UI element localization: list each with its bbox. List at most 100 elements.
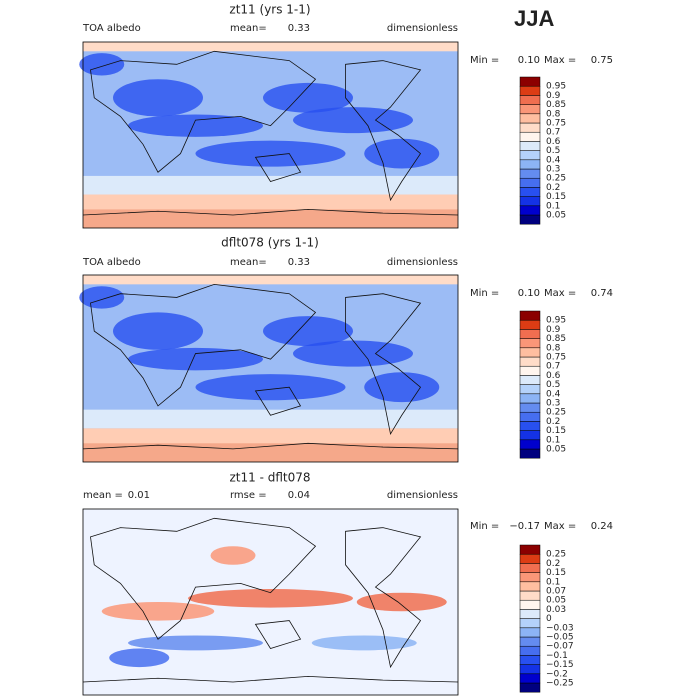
panel-title: dflt078 (yrs 1-1) bbox=[221, 236, 319, 250]
low-albedo-region bbox=[364, 372, 440, 403]
season-label: JJA bbox=[514, 6, 554, 31]
colorbar-box bbox=[519, 448, 541, 459]
colorbar-box bbox=[519, 645, 541, 656]
colorbar-label: 0.07 bbox=[546, 587, 566, 597]
panel-title: zt11 - dflt078 bbox=[229, 471, 310, 485]
stat-label: rmse = bbox=[230, 490, 267, 501]
max-value: 0.74 bbox=[591, 288, 613, 299]
colorbar-label: 0.25 bbox=[546, 174, 566, 184]
colorbar-box bbox=[519, 609, 541, 619]
antarctic-band bbox=[83, 443, 458, 462]
difference-region bbox=[356, 592, 447, 612]
colorbar-label: 0.15 bbox=[546, 568, 566, 578]
difference-region bbox=[109, 648, 170, 668]
colorbar-box bbox=[519, 159, 541, 170]
map bbox=[79, 41, 459, 229]
colorbar-box bbox=[519, 76, 541, 87]
colorbar-box bbox=[519, 319, 541, 330]
colorbar-label: −0.07 bbox=[546, 642, 574, 652]
map bbox=[79, 274, 459, 463]
colorbar-box bbox=[519, 421, 541, 431]
colorbar-box bbox=[519, 338, 541, 349]
colorbar-box bbox=[519, 439, 541, 450]
colorbar-box bbox=[519, 581, 541, 592]
coastline bbox=[254, 153, 302, 182]
min-label: Min = bbox=[470, 288, 499, 299]
variable-label: TOA albedo bbox=[82, 23, 141, 34]
min-label: Min = bbox=[470, 55, 499, 66]
min-label: Min = bbox=[470, 521, 499, 532]
antarctic-band bbox=[83, 209, 458, 228]
colorbar-label: −0.15 bbox=[546, 660, 574, 670]
stat-value: 0.33 bbox=[288, 257, 310, 268]
coastline bbox=[254, 386, 302, 416]
colorbar-box bbox=[519, 365, 541, 376]
colorbar-box bbox=[519, 673, 541, 684]
colorbar-label: 0.4 bbox=[546, 155, 561, 165]
min-value: −0.17 bbox=[509, 521, 540, 532]
max-label: Max = bbox=[544, 288, 576, 299]
units-label: dimensionless bbox=[387, 257, 458, 268]
stat-value: 0.33 bbox=[288, 23, 310, 34]
colorbar-label: 0.3 bbox=[546, 165, 560, 175]
low-albedo-region bbox=[195, 140, 346, 167]
low-albedo-region bbox=[364, 138, 440, 169]
colorbar-label: 0.3 bbox=[546, 399, 560, 409]
colorbar-label: 0.25 bbox=[546, 550, 566, 560]
antarctica-coast bbox=[82, 442, 459, 450]
max-label: Max = bbox=[544, 521, 576, 532]
colorbar-label: 0.7 bbox=[546, 362, 560, 372]
stat-label: mean= bbox=[230, 23, 267, 34]
subpolar-band bbox=[83, 409, 458, 429]
coastline bbox=[345, 60, 422, 202]
colorbar-box bbox=[519, 113, 541, 124]
polar-band bbox=[83, 275, 458, 285]
colorbar-label: 0.15 bbox=[546, 426, 566, 436]
panel-title: zt11 (yrs 1-1) bbox=[229, 3, 310, 17]
colorbar-label: 0.05 bbox=[546, 445, 566, 455]
colorbar-box bbox=[519, 310, 541, 321]
colorbar-label: 0.9 bbox=[546, 325, 561, 335]
colorbar-box bbox=[519, 131, 541, 142]
difference-region bbox=[210, 546, 256, 565]
colorbar-box bbox=[519, 356, 541, 367]
colorbar-label: 0.5 bbox=[546, 380, 560, 390]
colorbar-box bbox=[519, 430, 541, 441]
colorbar-label: 0.5 bbox=[546, 146, 560, 156]
polar-band bbox=[83, 42, 458, 52]
difference-region bbox=[128, 635, 263, 651]
antarctica-coast bbox=[82, 208, 459, 216]
coastline bbox=[254, 620, 302, 649]
difference-region bbox=[188, 588, 353, 608]
colorbar-box bbox=[519, 411, 541, 422]
colorbar-label: 0.95 bbox=[546, 82, 566, 92]
colorbar-box bbox=[519, 563, 541, 573]
colorbar-box bbox=[519, 636, 541, 647]
colorbar-label: 0.1 bbox=[546, 435, 560, 445]
subpolar-band bbox=[83, 175, 458, 195]
colorbar-label: 0.95 bbox=[546, 316, 566, 326]
coastline bbox=[345, 527, 422, 669]
colorbar-label: 0.2 bbox=[546, 417, 560, 427]
mean-value: 0.01 bbox=[128, 490, 150, 501]
colorbar-label: 0.9 bbox=[546, 91, 561, 101]
antarctica-coast bbox=[82, 675, 459, 683]
colorbar-box bbox=[519, 375, 541, 385]
colorbar-box bbox=[519, 664, 541, 675]
map-frame bbox=[82, 41, 459, 229]
min-value: 0.10 bbox=[518, 288, 540, 299]
colorbar-box bbox=[519, 618, 541, 629]
colorbar-label: 0.6 bbox=[546, 371, 561, 381]
colorbar-box bbox=[519, 402, 541, 413]
difference-region bbox=[311, 635, 417, 651]
colorbar-box bbox=[519, 572, 541, 583]
low-albedo-region bbox=[79, 53, 125, 76]
map bbox=[82, 508, 459, 696]
colorbar-label: 0.8 bbox=[546, 343, 561, 353]
stat-value: 0.04 bbox=[288, 490, 310, 501]
colorbar-label: −0.05 bbox=[546, 633, 574, 643]
colorbar-label: 0.03 bbox=[546, 605, 566, 615]
colorbar-box bbox=[519, 214, 541, 225]
colorbar-label: 0.1 bbox=[546, 577, 560, 587]
